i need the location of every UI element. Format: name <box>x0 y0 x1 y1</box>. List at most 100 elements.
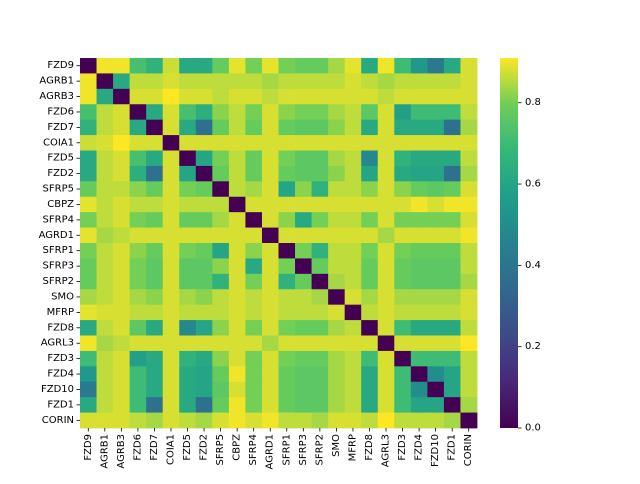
heatmap-cell <box>261 150 279 167</box>
heatmap-cell <box>146 88 164 105</box>
heatmap-cell <box>460 258 478 275</box>
heatmap-cell <box>129 412 147 429</box>
heatmap-cell <box>162 119 180 136</box>
heatmap-cell <box>328 88 346 105</box>
heatmap-cell <box>113 165 131 182</box>
heatmap-cell <box>394 150 412 167</box>
heatmap-cell <box>278 366 296 383</box>
heatmap-cell <box>278 397 296 413</box>
heatmap-cell <box>96 119 114 136</box>
heatmap-cell <box>96 73 114 90</box>
heatmap-cell <box>228 165 246 182</box>
heatmap-cell <box>377 150 395 167</box>
heatmap-cell <box>443 258 461 275</box>
heatmap-cell <box>311 381 329 398</box>
heatmap-cell <box>344 320 362 336</box>
colorbar: 0.0 0.2 0.4 0.6 0.8 <box>500 58 541 434</box>
heatmap-cell <box>146 335 164 352</box>
heatmap-cell <box>361 119 379 136</box>
heatmap-cell <box>162 150 180 167</box>
heatmap-cell <box>162 412 180 429</box>
heatmap-cell <box>162 320 180 336</box>
y-tick-label: AGRL3 <box>41 338 74 349</box>
heatmap-cell <box>460 135 478 151</box>
heatmap-cell <box>245 350 263 367</box>
x-tick-label: AGRB3 <box>116 434 127 469</box>
heatmap-cell <box>80 212 97 228</box>
heatmap-cell <box>443 397 461 413</box>
heatmap-cell <box>344 58 362 74</box>
heatmap-cell <box>129 181 147 198</box>
heatmap-cell <box>261 104 279 121</box>
x-tick-label: CORIN <box>463 434 474 466</box>
heatmap-cell <box>80 366 97 383</box>
heatmap-cell <box>179 181 197 198</box>
y-tick-label: AGRB3 <box>39 91 74 102</box>
heatmap-cell <box>96 243 114 259</box>
y-tick-label: FZD7 <box>47 122 74 133</box>
heatmap-cell <box>80 397 97 413</box>
heatmap-cell <box>311 412 329 429</box>
heatmap-cell <box>195 181 213 198</box>
heatmap-cell <box>311 273 329 290</box>
x-tick-label: AGRL3 <box>381 434 392 467</box>
heatmap-cell <box>179 119 197 136</box>
heatmap-cell <box>427 335 445 352</box>
heatmap-cell <box>146 350 164 367</box>
heatmap-cell <box>162 227 180 244</box>
heatmap-cell <box>377 119 395 136</box>
heatmap-cell <box>96 150 114 167</box>
heatmap-cell <box>377 397 395 413</box>
heatmap-cell <box>96 412 114 429</box>
heatmap-cell <box>394 243 412 259</box>
heatmap-cell <box>377 212 395 228</box>
heatmap-cell <box>295 58 312 74</box>
heatmap-cell <box>228 58 246 74</box>
heatmap-cell <box>96 320 114 336</box>
heatmap-cell <box>179 289 197 306</box>
heatmap-cell <box>427 304 445 321</box>
heatmap-cell <box>460 196 478 213</box>
x-tick-label: SFRP4 <box>248 434 259 465</box>
heatmap-cell <box>129 289 147 306</box>
heatmap-cell <box>278 335 296 352</box>
heatmap-cell <box>295 104 312 121</box>
heatmap-cell <box>228 73 246 90</box>
heatmap-cell <box>113 150 131 167</box>
y-tick-label: AGRD1 <box>39 230 74 241</box>
colorbar-tick-label: 0.4 <box>525 260 541 271</box>
heatmap-cell <box>410 227 428 244</box>
heatmap-cell <box>261 181 279 198</box>
heatmap-cell <box>179 212 197 228</box>
heatmap-cell <box>311 150 329 167</box>
heatmap-cell <box>162 104 180 121</box>
heatmap-cell <box>361 412 379 429</box>
heatmap-cell <box>212 335 230 352</box>
heatmap-cell <box>245 397 263 413</box>
heatmap-cell <box>344 289 362 306</box>
heatmap-cell <box>328 381 346 398</box>
heatmap-cell <box>311 181 329 198</box>
heatmap-cell <box>162 212 180 228</box>
heatmap-cell <box>129 397 147 413</box>
heatmap-cell <box>245 320 263 336</box>
y-tick-labels: FZD9 AGRB1 AGRB3 FZD6 FZD7 COIA1 FZD5 FZD2 SFRP5… <box>39 60 80 426</box>
heatmap-cell <box>261 335 279 352</box>
heatmap-cell <box>261 58 279 74</box>
heatmap-cell <box>295 273 312 290</box>
heatmap-cell <box>113 397 131 413</box>
heatmap-cell <box>427 412 445 429</box>
heatmap-cell <box>394 273 412 290</box>
heatmap-cell <box>410 320 428 336</box>
heatmap-cell <box>179 243 197 259</box>
heatmap-cell <box>261 397 279 413</box>
heatmap-cell <box>96 212 114 228</box>
heatmap-cell <box>129 366 147 383</box>
heatmap-cell <box>328 196 346 213</box>
heatmap-cell <box>311 58 329 74</box>
heatmap-cell <box>377 104 395 121</box>
heatmap-cell <box>179 58 197 74</box>
y-tick-label: FZD1 <box>47 399 74 410</box>
heatmap-cell <box>179 397 197 413</box>
heatmap-cell <box>195 335 213 352</box>
